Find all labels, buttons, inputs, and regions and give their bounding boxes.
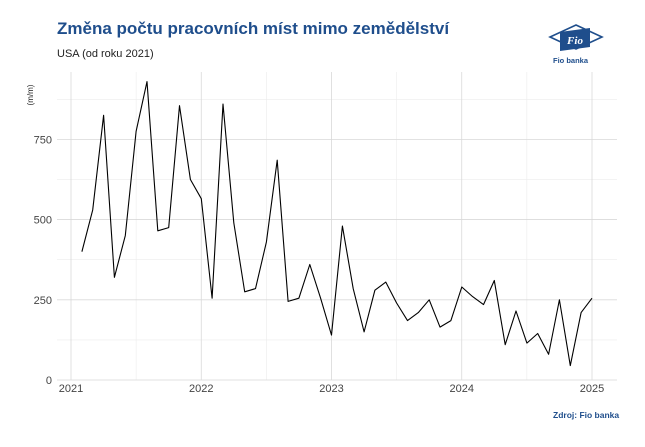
- fio-logo-icon: Fio: [548, 24, 604, 51]
- y-axis-label: (m/m): [26, 84, 35, 105]
- data-points: [82, 82, 592, 366]
- y-axis-ticks: 0 250 500 750: [34, 134, 52, 387]
- x-tick-label: 2025: [580, 383, 604, 395]
- logo-brand-text: Fio banka: [553, 56, 589, 65]
- y-tick-label: 500: [34, 215, 52, 227]
- x-axis-ticks: 2021 2022 2023 2024 2025: [59, 383, 604, 395]
- chart-subtitle: USA (od roku 2021): [57, 48, 154, 60]
- source-note: Zdroj: Fio banka: [553, 410, 620, 420]
- y-tick-label: 750: [34, 134, 52, 146]
- x-tick-label: 2021: [59, 383, 83, 395]
- y-tick-label: 250: [34, 295, 52, 307]
- x-tick-label: 2024: [450, 383, 474, 395]
- x-tick-label: 2023: [319, 383, 343, 395]
- series-line: [81, 81, 593, 367]
- logo-mark-text: Fio: [566, 35, 583, 47]
- chart-grid: [57, 72, 617, 381]
- chart-title: Změna počtu pracovních míst mimo zeměděl…: [57, 19, 450, 38]
- y-tick-label: 0: [46, 375, 52, 387]
- x-tick-label: 2022: [189, 383, 213, 395]
